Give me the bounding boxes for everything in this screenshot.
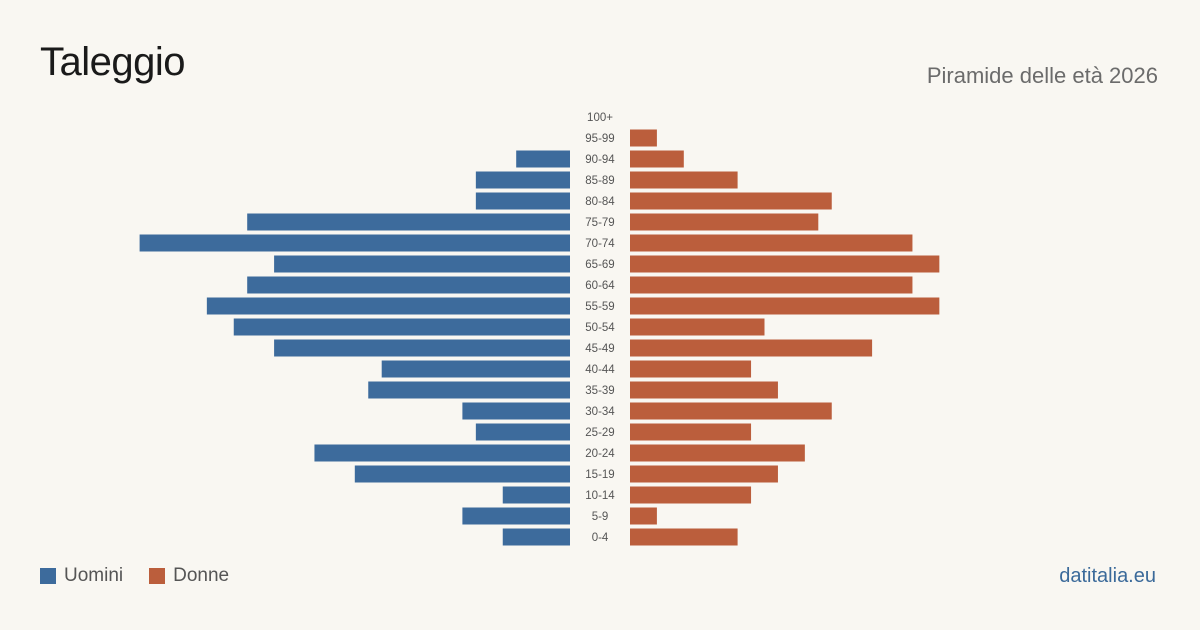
age-group-label: 95-99 [585, 133, 614, 145]
female-bar [630, 507, 657, 525]
legend-label-female: Donne [173, 565, 230, 586]
age-group-label: 20-24 [585, 448, 615, 460]
age-group-label: 60-64 [585, 280, 615, 292]
age-group-label: 5-9 [592, 511, 609, 523]
male-bar [206, 297, 570, 315]
female-bar [630, 339, 873, 357]
male-bar [354, 465, 570, 483]
female-bar [630, 297, 940, 315]
source-link[interactable]: datitalia.eu [1059, 565, 1156, 587]
age-group-label: 45-49 [585, 343, 614, 355]
male-bar [462, 402, 570, 420]
chart-subtitle: Piramide delle età 2026 [926, 63, 1158, 88]
age-group-label: 100+ [587, 112, 613, 124]
legend-item-female: Donne [149, 565, 229, 587]
legend-item-male: Uomini [40, 565, 123, 587]
male-bar [502, 528, 570, 546]
age-group-label: 15-19 [585, 469, 614, 481]
age-group-label: 80-84 [585, 196, 615, 208]
male-bar [475, 192, 570, 210]
female-bar [630, 171, 738, 189]
male-bar [247, 213, 570, 231]
male-bar [381, 360, 570, 378]
female-bar [630, 381, 778, 399]
legend: Uomini Donne [40, 565, 255, 587]
legend-swatch-female [149, 568, 166, 584]
male-bar [368, 381, 570, 399]
age-group-label: 75-79 [585, 217, 614, 229]
age-group-label: 90-94 [585, 154, 615, 166]
female-bar [630, 528, 738, 546]
age-group-label: 85-89 [585, 175, 614, 187]
female-bar [630, 486, 752, 504]
age-group-label: 25-29 [585, 427, 614, 439]
female-bar [630, 255, 940, 273]
male-bar [516, 150, 570, 168]
chart-title: Taleggio [40, 40, 186, 84]
age-group-label: 0-4 [592, 532, 609, 544]
male-bar [462, 507, 570, 525]
legend-swatch-male [40, 568, 56, 584]
female-bar [630, 444, 805, 462]
male-bar [274, 255, 570, 273]
female-bar [630, 465, 778, 483]
male-bar [314, 444, 570, 462]
male-bar [139, 234, 570, 252]
female-bar [630, 129, 657, 147]
male-bar [502, 486, 570, 504]
age-group-label: 70-74 [585, 238, 615, 250]
male-bar [475, 171, 570, 189]
age-group-label: 65-69 [585, 259, 614, 271]
legend-label-male: Uomini [64, 565, 124, 586]
age-group-label: 55-59 [585, 301, 614, 313]
age-group-label: 30-34 [585, 406, 615, 418]
male-bar [247, 276, 570, 294]
female-bar [630, 402, 832, 420]
age-group-label: 10-14 [585, 490, 615, 502]
female-bar [630, 276, 913, 294]
male-bar [274, 339, 570, 357]
male-bar [233, 318, 570, 336]
female-bar [630, 234, 913, 252]
female-bar [630, 192, 832, 210]
age-group-label: 40-44 [585, 364, 615, 376]
male-bar [475, 423, 570, 441]
female-bar [630, 213, 819, 231]
age-group-label: 35-39 [585, 385, 614, 397]
female-bar [630, 360, 752, 378]
female-bar [630, 423, 752, 441]
female-bar [630, 318, 765, 336]
female-bar [630, 150, 684, 168]
age-group-label: 50-54 [585, 322, 615, 334]
